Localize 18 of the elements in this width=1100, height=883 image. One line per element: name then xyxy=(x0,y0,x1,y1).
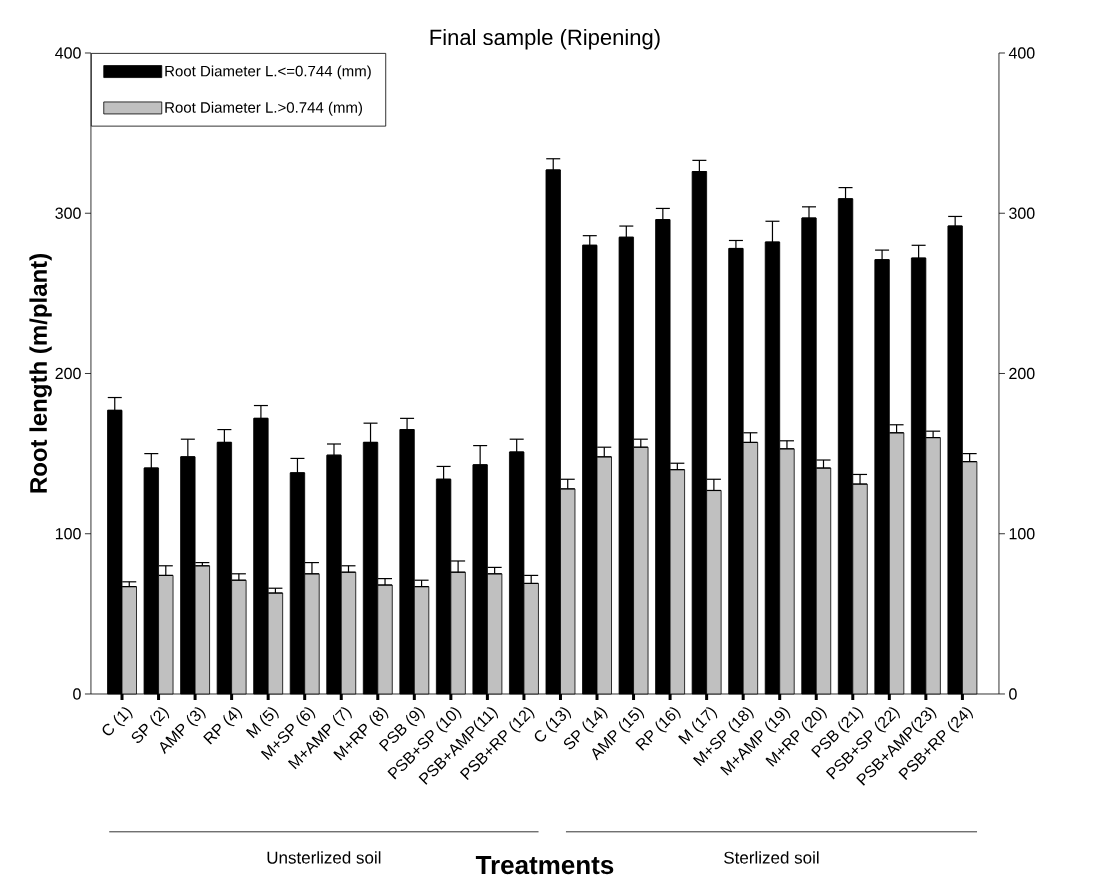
y-tick-label: 300 xyxy=(55,207,81,219)
legend-label: Root Diameter L.<=0.744 (mm) xyxy=(165,65,371,80)
chart-title: Final sample (Ripening) xyxy=(430,28,660,50)
text: Unsterlized soil xyxy=(267,851,381,864)
y2-tick-label: 0 xyxy=(1009,688,1017,700)
y2-tick-label: 200 xyxy=(1009,367,1035,380)
y-tick-label: 400 xyxy=(55,47,81,59)
y-axis-title: Root length (m/plant) xyxy=(29,254,52,493)
x-tick-label: C (1) xyxy=(102,707,133,736)
text: Sterlized soil xyxy=(724,851,819,864)
legend-label: Root Diameter L.>0.744 (mm) xyxy=(165,101,363,116)
y2-tick-label: 100 xyxy=(1009,528,1035,540)
x-axis-title: Treatments xyxy=(475,856,614,875)
y2-tick-label: 400 xyxy=(1008,47,1035,59)
y-tick-label: 200 xyxy=(55,367,81,380)
y-tick-label: 100 xyxy=(55,528,81,540)
y-tick-label: 0 xyxy=(73,688,81,700)
y2-tick-label: 300 xyxy=(1009,207,1035,219)
